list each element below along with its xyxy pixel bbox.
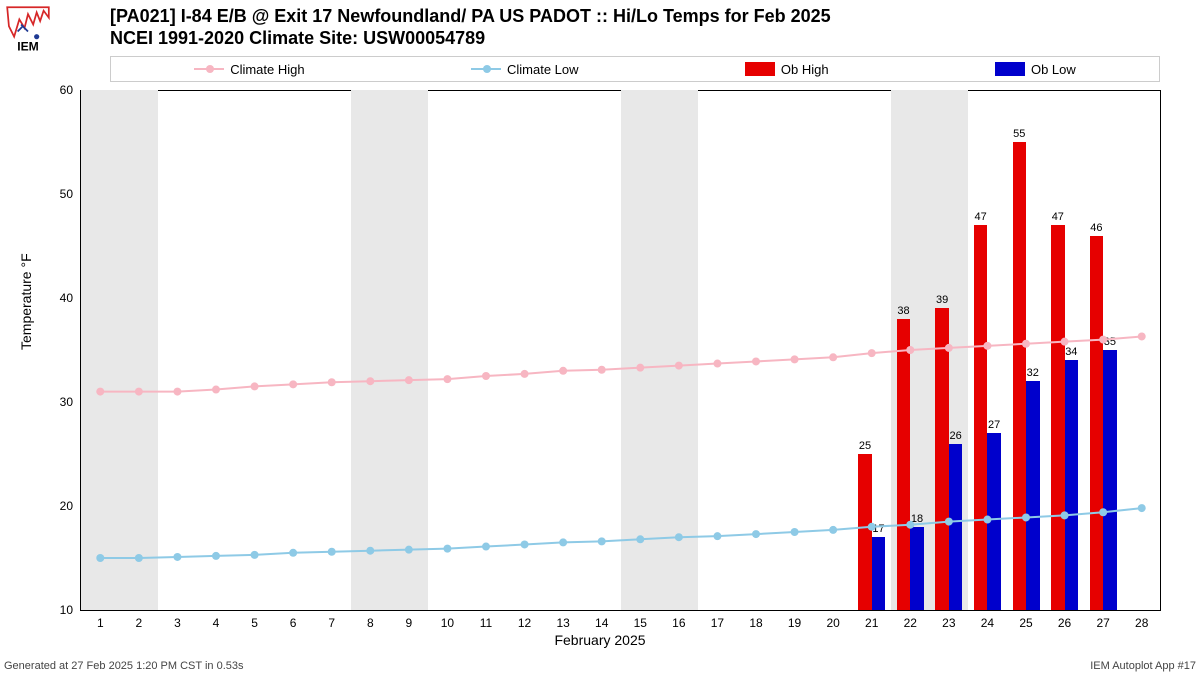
chart-title: [PA021] I-84 E/B @ Exit 17 Newfoundland/… bbox=[110, 6, 831, 27]
svg-text:IEM: IEM bbox=[17, 40, 39, 54]
ob-high-bar bbox=[897, 319, 911, 610]
weekend-band bbox=[621, 90, 698, 610]
y-axis-label: Temperature °F bbox=[18, 253, 34, 350]
ob-low-label: 18 bbox=[911, 513, 923, 525]
x-tick-label: 18 bbox=[749, 616, 762, 630]
ob-low-label: 27 bbox=[988, 419, 1000, 431]
ob-high-label: 55 bbox=[1013, 128, 1025, 140]
ob-low-bar bbox=[910, 527, 924, 610]
x-tick-label: 3 bbox=[174, 616, 181, 630]
ob-low-label: 32 bbox=[1027, 367, 1039, 379]
x-tick-label: 28 bbox=[1135, 616, 1148, 630]
x-tick-label: 6 bbox=[290, 616, 297, 630]
ob-high-label: 46 bbox=[1090, 222, 1102, 234]
x-tick-label: 21 bbox=[865, 616, 878, 630]
ob-high-label: 39 bbox=[936, 294, 948, 306]
chart-plot-area: 1020304050601234567891011121314151617181… bbox=[80, 90, 1161, 611]
ob-high-bar bbox=[1013, 142, 1027, 610]
y-tick-label: 40 bbox=[60, 291, 73, 305]
ob-low-bar bbox=[1026, 381, 1040, 610]
ob-high-label: 47 bbox=[975, 211, 987, 223]
x-tick-label: 19 bbox=[788, 616, 801, 630]
legend-label: Climate High bbox=[230, 62, 304, 77]
x-tick-label: 2 bbox=[136, 616, 143, 630]
y-tick-label: 30 bbox=[60, 395, 73, 409]
ob-low-label: 35 bbox=[1104, 336, 1116, 348]
y-tick-label: 20 bbox=[60, 499, 73, 513]
chart-subtitle: NCEI 1991-2020 Climate Site: USW00054789 bbox=[110, 28, 485, 49]
legend-ob-low: Ob Low bbox=[995, 62, 1076, 77]
x-tick-label: 26 bbox=[1058, 616, 1071, 630]
legend-label: Ob High bbox=[781, 62, 829, 77]
x-tick-label: 25 bbox=[1019, 616, 1032, 630]
footer-generated: Generated at 27 Feb 2025 1:20 PM CST in … bbox=[4, 660, 244, 672]
weekend-band bbox=[81, 90, 158, 610]
legend-label: Ob Low bbox=[1031, 62, 1076, 77]
x-tick-label: 15 bbox=[634, 616, 647, 630]
x-tick-label: 7 bbox=[328, 616, 335, 630]
ob-low-bar bbox=[1103, 350, 1117, 610]
x-tick-label: 11 bbox=[480, 616, 492, 630]
x-tick-label: 27 bbox=[1096, 616, 1109, 630]
ob-low-label: 34 bbox=[1065, 346, 1077, 358]
x-tick-label: 13 bbox=[556, 616, 569, 630]
ob-low-bar bbox=[1065, 360, 1079, 610]
ob-high-label: 25 bbox=[859, 440, 871, 452]
x-tick-label: 20 bbox=[826, 616, 839, 630]
ob-high-bar bbox=[1090, 236, 1104, 610]
ob-low-bar bbox=[949, 444, 963, 610]
ob-high-bar bbox=[974, 225, 988, 610]
footer-app: IEM Autoplot App #17 bbox=[1090, 660, 1196, 672]
x-tick-label: 23 bbox=[942, 616, 955, 630]
x-tick-label: 10 bbox=[441, 616, 454, 630]
x-tick-label: 24 bbox=[981, 616, 994, 630]
y-tick-label: 10 bbox=[60, 603, 73, 617]
ob-low-label: 26 bbox=[949, 430, 961, 442]
ob-high-label: 38 bbox=[897, 305, 909, 317]
ob-high-bar bbox=[935, 308, 949, 610]
legend-ob-high: Ob High bbox=[745, 62, 829, 77]
legend-climate-high: Climate High bbox=[194, 62, 304, 77]
x-tick-label: 22 bbox=[904, 616, 917, 630]
legend: Climate High Climate Low Ob High Ob Low bbox=[110, 56, 1160, 82]
x-tick-label: 9 bbox=[406, 616, 413, 630]
ob-high-label: 47 bbox=[1052, 211, 1064, 223]
x-tick-label: 1 bbox=[97, 616, 104, 630]
x-tick-label: 16 bbox=[672, 616, 685, 630]
legend-label: Climate Low bbox=[507, 62, 579, 77]
x-tick-label: 4 bbox=[213, 616, 220, 630]
x-tick-label: 5 bbox=[251, 616, 258, 630]
x-tick-label: 17 bbox=[711, 616, 724, 630]
ob-low-label: 17 bbox=[872, 523, 884, 535]
x-axis-label: February 2025 bbox=[0, 632, 1200, 648]
weekend-band bbox=[351, 90, 428, 610]
x-tick-label: 12 bbox=[518, 616, 531, 630]
ob-high-bar bbox=[858, 454, 872, 610]
x-tick-label: 14 bbox=[595, 616, 608, 630]
ob-low-bar bbox=[987, 433, 1001, 610]
y-tick-label: 60 bbox=[60, 83, 73, 97]
iem-logo: IEM bbox=[2, 2, 54, 54]
legend-climate-low: Climate Low bbox=[471, 62, 579, 77]
ob-low-bar bbox=[872, 537, 886, 610]
ob-high-bar bbox=[1051, 225, 1065, 610]
y-tick-label: 50 bbox=[60, 187, 73, 201]
x-tick-label: 8 bbox=[367, 616, 374, 630]
